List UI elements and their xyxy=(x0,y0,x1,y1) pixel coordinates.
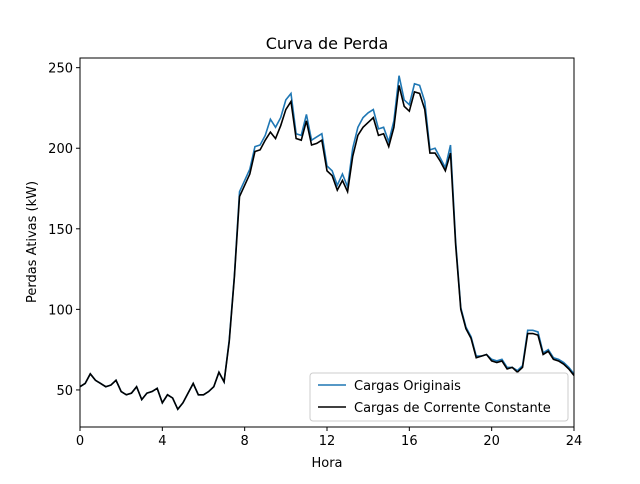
x-tick-label: 4 xyxy=(158,434,166,449)
x-tick-label: 24 xyxy=(566,434,583,449)
y-tick-label: 50 xyxy=(56,384,73,399)
legend-label: Cargas Originais xyxy=(354,379,461,394)
x-tick-label: 20 xyxy=(483,434,500,449)
y-tick-label: 200 xyxy=(48,142,73,157)
x-tick-label: 0 xyxy=(76,434,84,449)
y-axis-label: Perdas Ativas (kW) xyxy=(25,181,40,303)
x-tick-label: 12 xyxy=(319,434,336,449)
y-tick-label: 250 xyxy=(48,62,73,77)
y-tick-label: 100 xyxy=(48,303,73,318)
chart-title: Curva de Perda xyxy=(266,34,389,53)
y-tick-label: 150 xyxy=(48,223,73,238)
x-tick-label: 8 xyxy=(241,434,249,449)
line-series xyxy=(79,85,575,411)
x-tick-label: 16 xyxy=(401,434,418,449)
legend-label: Cargas de Corrente Constante xyxy=(354,401,551,416)
x-axis-label: Hora xyxy=(311,456,342,471)
legend-box xyxy=(309,372,569,422)
